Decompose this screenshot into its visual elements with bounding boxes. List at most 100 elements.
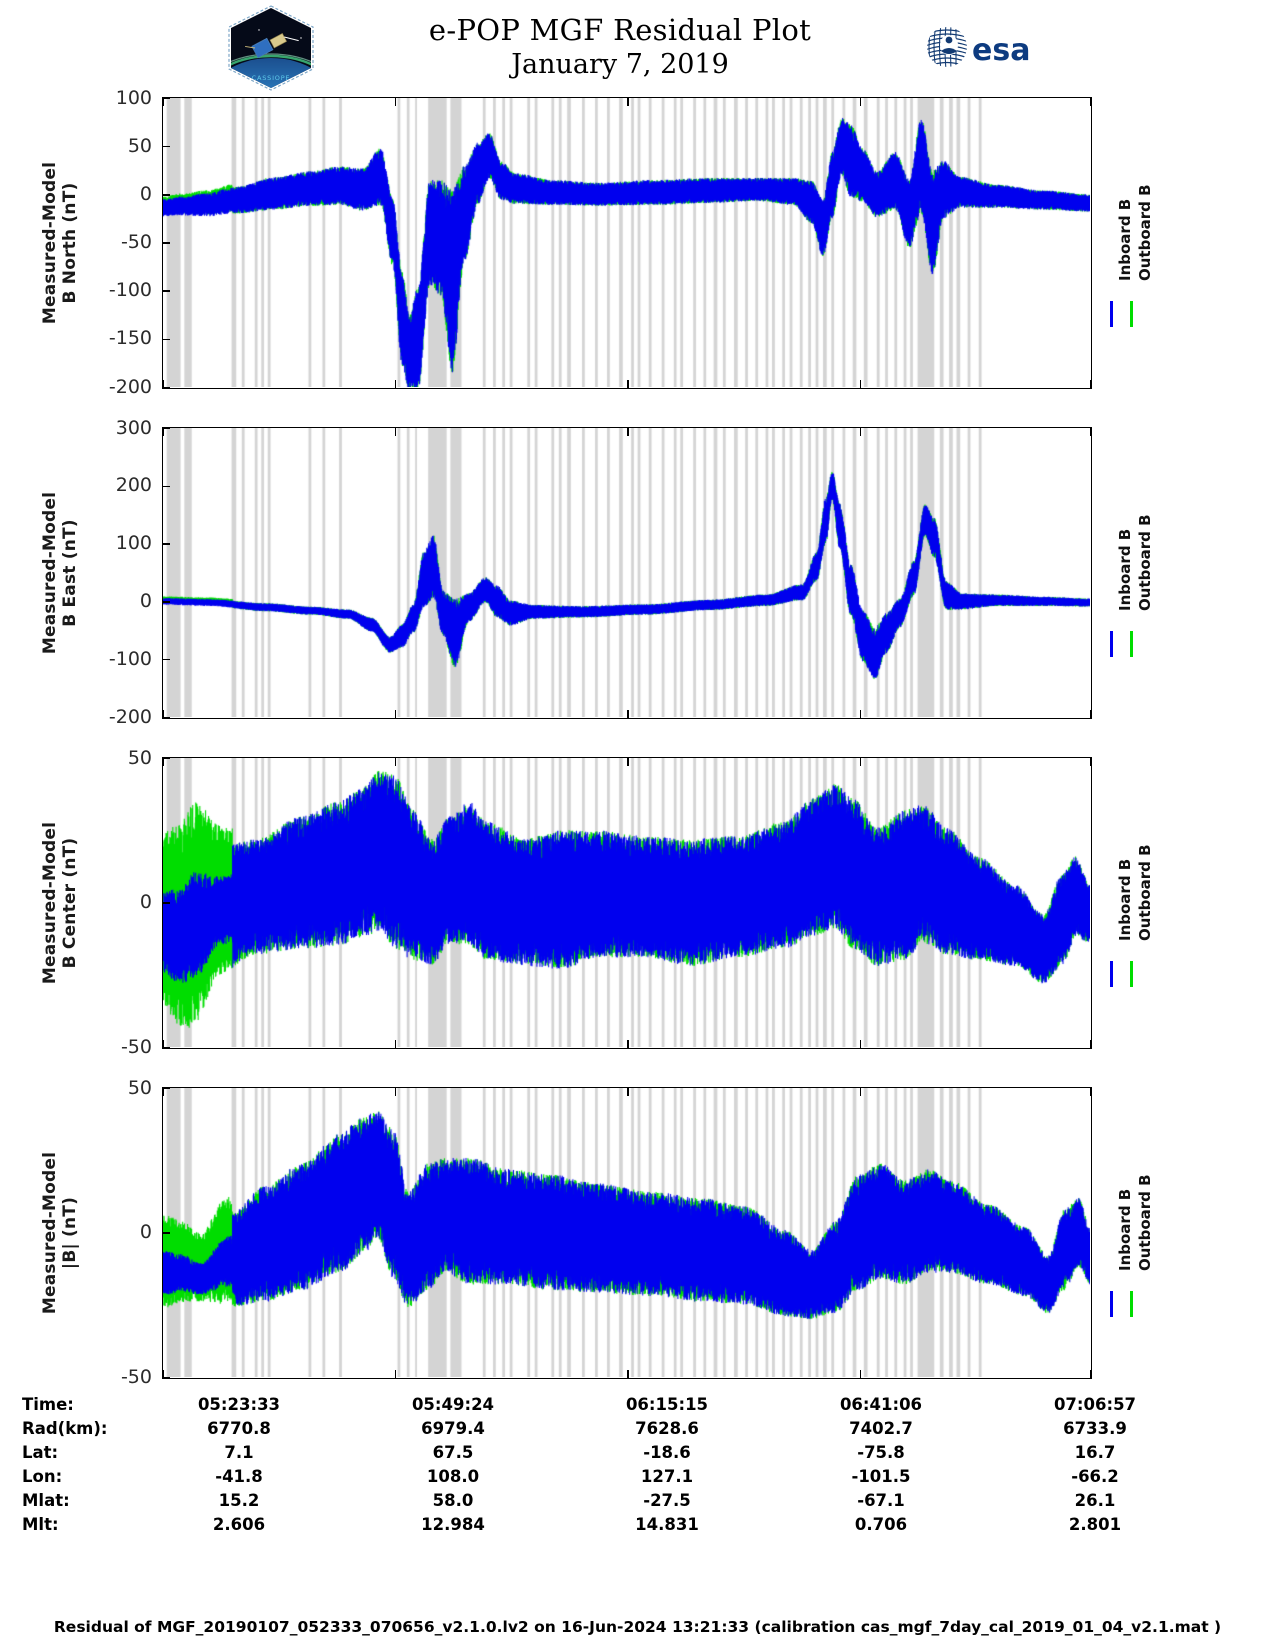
info-cell: -27.5 <box>643 1490 691 1510</box>
title-subtitle: January 7, 2019 <box>511 49 729 80</box>
plot-area-b-north[interactable] <box>162 97 1092 389</box>
series-canvas-b-center <box>163 758 1090 1047</box>
ytick-label-b-north-6: -200 <box>108 375 152 398</box>
xtick-mark-top-b-abs-4 <box>1090 1087 1092 1096</box>
legend-b-center: Inboard B Outboard B <box>1104 757 1154 1049</box>
info-cell: 05:49:24 <box>411 1394 495 1414</box>
panel-b-center: Measured-Model B Center (nT) 50 0 -50 Inboard… <box>0 747 1275 1058</box>
xtick-mark-top-b-north-1 <box>394 97 397 106</box>
legend-swatch-inboard-b-east <box>1110 631 1113 658</box>
xtick-mark-b-north-0 <box>162 380 164 389</box>
ytick-mark-b-north-5 <box>162 338 170 341</box>
ytick-label-b-east-4: -100 <box>108 647 152 670</box>
ytick-label-b-center-2: -50 <box>120 1035 152 1058</box>
info-cell: 12.984 <box>421 1514 485 1534</box>
info-cell: -67.1 <box>857 1490 905 1510</box>
legend-swatch-inboard-b-abs <box>1110 1291 1113 1318</box>
ylabel-b-abs: Measured-Model |B| (nT) <box>40 1125 80 1341</box>
ytick-mark-b-east-1 <box>162 485 170 488</box>
esa-wordmark: esa <box>972 33 1030 68</box>
ytick-mark-b-center-1 <box>162 902 170 904</box>
ytick-label-b-east-5: -200 <box>108 705 152 728</box>
legend-swatch-outboard-b-center <box>1130 961 1133 988</box>
ylabel-line2: B North (nT) <box>60 182 80 304</box>
legend-b-north: Inboard B Outboard B <box>1104 97 1154 389</box>
info-cell: 06:41:06 <box>839 1394 923 1414</box>
ytick-mark-b-north-1 <box>162 145 170 148</box>
info-row-time: Time: 05:23:33 05:49:24 06:15:15 06:41:06 07:… <box>22 1392 1202 1416</box>
legend-label-outboard-b-abs: Outboard B <box>1136 1174 1154 1271</box>
info-cell: 127.1 <box>640 1466 694 1486</box>
ytick-mark-b-abs-1 <box>162 1232 170 1234</box>
xtick-mark-b-north-2 <box>627 380 629 389</box>
xtick-mark-top-b-east-4 <box>1090 427 1092 436</box>
info-cell: 6733.9 <box>1063 1418 1127 1438</box>
info-cell: 14.831 <box>635 1514 699 1534</box>
ytick-label-b-east-1: 200 <box>115 474 152 497</box>
xtick-mark-top-b-center-1 <box>394 757 397 766</box>
info-cell: 67.5 <box>432 1442 474 1462</box>
ytick-label-b-east-3: 0 <box>139 589 152 612</box>
ytick-mark-b-abs-0 <box>162 1087 170 1090</box>
xtick-mark-top-b-north-3 <box>859 97 862 106</box>
info-row-radkm: Rad(km): 6770.8 6979.4 7628.6 7402.7 6733.9 <box>22 1416 1202 1440</box>
info-cell: 7402.7 <box>849 1418 913 1438</box>
plot-area-b-abs[interactable] <box>162 1087 1092 1379</box>
xtick-mark-b-north-4 <box>1090 380 1092 389</box>
xtick-mark-top-b-north-4 <box>1090 97 1092 106</box>
xtick-mark-b-east-0 <box>162 710 164 719</box>
xtick-mark-b-east-4 <box>1090 710 1092 719</box>
info-row-label: Lat: <box>22 1442 59 1462</box>
info-row-label: Rad(km): <box>22 1418 108 1438</box>
xtick-mark-b-center-2 <box>627 1040 629 1049</box>
ytick-label-b-abs-2: -50 <box>120 1365 152 1388</box>
info-row-mlt: Mlt: 2.606 12.984 14.831 0.706 2.801 <box>22 1512 1202 1536</box>
xtick-mark-b-east-1 <box>394 710 397 719</box>
info-table-element: Time: 05:23:33 05:49:24 06:15:15 06:41:06 07:… <box>22 1392 1202 1536</box>
info-cell: 6770.8 <box>207 1418 271 1438</box>
info-cell: 7628.6 <box>635 1418 699 1438</box>
xtick-mark-b-north-3 <box>859 380 862 389</box>
info-cell: -18.6 <box>643 1442 691 1462</box>
ytick-mark-b-north-4 <box>162 290 170 292</box>
legend-label-inboard-b-north: Inboard B <box>1116 198 1134 281</box>
footer-provenance-text: Residual of MGF_20190107_052333_070656_v… <box>53 1618 1222 1636</box>
ytick-mark-b-east-2 <box>162 543 170 545</box>
info-cell: -66.2 <box>1071 1466 1119 1486</box>
xtick-mark-top-b-east-1 <box>394 427 397 436</box>
xtick-mark-b-north-1 <box>394 380 397 389</box>
info-cell: -75.8 <box>857 1442 905 1462</box>
info-cell: 58.0 <box>432 1490 474 1510</box>
info-row-label: Time: <box>22 1394 74 1414</box>
info-row-label: Mlat: <box>22 1490 70 1510</box>
ylabel-line1: Measured-Model <box>40 1151 60 1315</box>
legend-label-inboard-b-abs: Inboard B <box>1116 1188 1134 1271</box>
panel-b-east: Measured-Model B East (nT) 300 200 100 0 -100 -… <box>0 417 1275 728</box>
info-row-lon: Lon: -41.8 108.0 127.1 -101.5 -66.2 <box>22 1464 1202 1488</box>
legend-swatch-inboard-b-north <box>1110 301 1113 328</box>
xtick-mark-top-b-center-3 <box>859 757 862 766</box>
legend-label-outboard-b-east: Outboard B <box>1136 514 1154 611</box>
svg-text:CASSIOPE: CASSIOPE <box>252 74 291 82</box>
ytick-label-b-north-1: 50 <box>127 134 152 157</box>
info-row-mlat: Mlat: 15.2 58.0 -27.5 -67.1 26.1 <box>22 1488 1202 1512</box>
ytick-mark-b-east-5 <box>162 716 170 719</box>
info-cell: -101.5 <box>851 1466 911 1486</box>
plot-area-b-center[interactable] <box>162 757 1092 1049</box>
legend-label-outboard-b-center: Outboard B <box>1136 844 1154 941</box>
ylabel-b-center: Measured-Model B Center (nT) <box>40 795 80 1011</box>
info-row-label: Lon: <box>22 1466 63 1486</box>
info-cell: -41.8 <box>215 1466 263 1486</box>
series-canvas-b-north <box>163 98 1090 387</box>
xtick-mark-top-b-east-2 <box>627 427 629 436</box>
xtick-mark-top-b-east-0 <box>162 427 164 436</box>
xtick-mark-b-abs-1 <box>394 1370 397 1379</box>
legend-label-inboard-b-east: Inboard B <box>1116 528 1134 611</box>
ylabel-line2: B Center (nT) <box>60 837 80 969</box>
ytick-label-b-abs-0: 50 <box>127 1076 152 1099</box>
plot-area-b-east[interactable] <box>162 427 1092 719</box>
ylabel-line1: Measured-Model <box>40 491 60 655</box>
legend-swatch-outboard-b-abs <box>1130 1291 1133 1318</box>
info-cell: 0.706 <box>854 1514 908 1534</box>
info-cell: 16.7 <box>1074 1442 1116 1462</box>
